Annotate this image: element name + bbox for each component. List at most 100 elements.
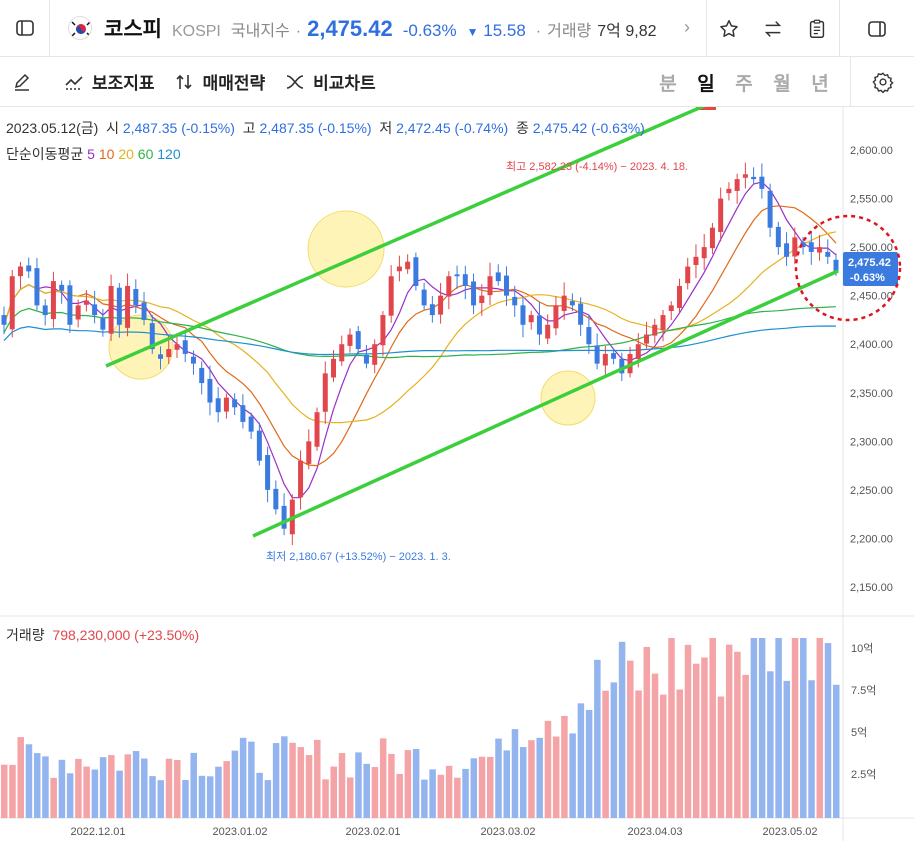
- highlight-circle: [108, 314, 174, 380]
- tab-day[interactable]: 일: [687, 69, 725, 110]
- volume-bar: [412, 749, 420, 818]
- candle-body: [536, 315, 542, 335]
- svg-text:2,475.42: 2,475.42: [848, 257, 891, 269]
- candle-body: [240, 405, 246, 422]
- volume-bar: [800, 638, 807, 818]
- candle-body: [108, 285, 114, 334]
- volume-bar: [91, 769, 99, 818]
- volume-bar: [396, 773, 403, 818]
- candle-body: [512, 296, 518, 306]
- candle-body: [462, 274, 468, 286]
- volume-bar: [602, 690, 609, 818]
- candle-body: [149, 323, 155, 350]
- tab-minute[interactable]: 분: [659, 73, 677, 95]
- volume-bar: [421, 779, 428, 818]
- top-bar: 코스피 KOSPI 국내지수 · 2,475.42 -0.63% ▼ 15.58…: [0, 0, 914, 57]
- volume-legend: 거래량 798,230,000 (+23.50%): [6, 627, 200, 643]
- candle-body: [322, 373, 328, 412]
- candle-body: [306, 441, 312, 464]
- candle-body: [503, 275, 509, 296]
- volume-bar: [355, 752, 362, 818]
- volume-bar: [495, 738, 502, 818]
- candle-body: [635, 344, 641, 360]
- strategy-button[interactable]: 매매전략: [175, 69, 265, 94]
- chevron-right-icon[interactable]: ›: [684, 17, 690, 37]
- candle-body: [92, 304, 98, 316]
- symbol-summary: 코스피 KOSPI 국내지수 · 2,475.42 -0.63% ▼ 15.58…: [50, 13, 710, 43]
- candle-body: [825, 251, 831, 257]
- candle-body: [166, 349, 172, 358]
- volume-bar: [635, 690, 642, 818]
- swap-arrows-icon: [764, 20, 782, 37]
- price-chart[interactable]: 2,600.00 2,550.00 2,500.00 2,450.00 2,400.00…: [0, 107, 914, 841]
- candle-body: [405, 261, 411, 270]
- volume-bar: [25, 744, 33, 818]
- volume-bar: [363, 763, 370, 818]
- swap-button[interactable]: [751, 0, 795, 57]
- candle-body: [726, 188, 732, 194]
- volume-bar: [231, 750, 239, 818]
- candle-body: [396, 266, 402, 272]
- change-absolute: ▼ 15.58: [466, 21, 526, 40]
- candle-body: [141, 302, 147, 320]
- memo-button[interactable]: [795, 0, 839, 57]
- volume-bar: [314, 739, 321, 818]
- sidebar-toggle-button[interactable]: [0, 0, 50, 57]
- y-tick-label: 2,300.00: [850, 436, 893, 448]
- candle-body: [207, 378, 213, 403]
- volume-bar: [223, 761, 230, 818]
- volume-bar: [734, 651, 741, 818]
- candle-body: [471, 281, 477, 306]
- y-tick-label: 2,350.00: [850, 388, 893, 400]
- candle-body: [133, 289, 139, 306]
- sidebar-icon: [15, 20, 34, 36]
- tab-year[interactable]: 년: [811, 73, 829, 95]
- period-tabs: 분 일 주 월 년: [649, 57, 839, 110]
- panel-toggle-button[interactable]: [840, 0, 914, 57]
- tab-month[interactable]: 월: [773, 73, 791, 95]
- volume-bar: [33, 753, 41, 818]
- volume-bar: [379, 738, 387, 818]
- volume-tick-label: 10억: [851, 642, 873, 655]
- volume-bar: [684, 644, 692, 818]
- gear-icon: [871, 72, 894, 93]
- volume-bar: [198, 775, 206, 818]
- volume-bar: [371, 767, 379, 818]
- compare-button[interactable]: 비교차트: [285, 69, 376, 94]
- candle-body: [759, 176, 765, 189]
- candle-body: [767, 190, 773, 228]
- volume-bar: [668, 638, 675, 818]
- ma-legend[interactable]: 단순이동평균 5 10 20 60 120: [6, 146, 181, 162]
- y-tick-label: 2,150.00: [850, 582, 893, 594]
- settings-button[interactable]: [850, 57, 914, 107]
- candle-body: [429, 304, 435, 316]
- candle-body: [454, 274, 460, 277]
- indicator-button[interactable]: 보조지표: [64, 69, 155, 94]
- volume-bar: [108, 755, 115, 818]
- x-tick-label: 2023.02.01: [345, 826, 400, 838]
- candle-body: [742, 174, 748, 178]
- candle-body: [438, 295, 444, 315]
- volume-tick-label: 7.5억: [851, 684, 876, 697]
- chart-toolbar: 보조지표 매매전략 비교차트 분 일 주 월 년: [0, 57, 914, 110]
- volume-bar: [676, 689, 683, 818]
- highlight-circle: [540, 370, 596, 426]
- favorite-button[interactable]: [707, 0, 751, 57]
- candle-body: [569, 301, 575, 306]
- candle-body: [75, 305, 81, 320]
- candle-body: [487, 276, 493, 296]
- candle-body: [125, 285, 131, 328]
- candle-body: [256, 430, 262, 461]
- candle-body: [520, 305, 526, 325]
- volume-bar: [99, 757, 107, 818]
- candle-body: [273, 488, 279, 510]
- ohlc-info: 2023.05.12(금) 시 2,487.35 (-0.15%) 고 2,48…: [6, 120, 645, 136]
- candle-body: [59, 284, 65, 291]
- draw-tool-button[interactable]: [0, 72, 44, 92]
- candle-body: [331, 358, 337, 378]
- volume-bar: [692, 663, 700, 818]
- tab-week[interactable]: 주: [735, 73, 753, 95]
- volume-bar: [569, 733, 576, 818]
- volume-bar: [808, 680, 815, 818]
- candle-body: [380, 315, 386, 346]
